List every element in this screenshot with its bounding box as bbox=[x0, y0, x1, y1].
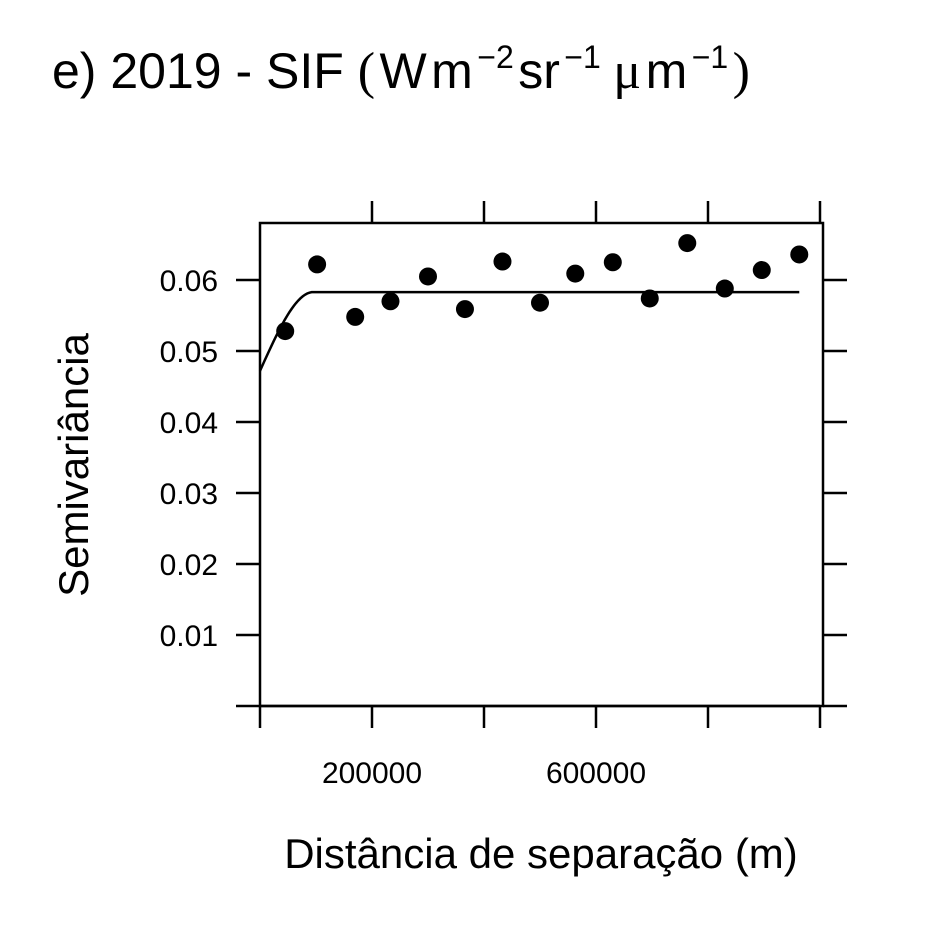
data-point bbox=[603, 253, 622, 272]
y-tick-label: 0.03 bbox=[160, 478, 218, 511]
title-exp-sr: −1 bbox=[564, 39, 600, 75]
data-point bbox=[346, 307, 365, 326]
title-unit-m2: m bbox=[646, 43, 688, 99]
x-tick-label: 600000 bbox=[546, 757, 646, 790]
x-tick-label: 200000 bbox=[322, 757, 422, 790]
data-point bbox=[308, 255, 327, 274]
y-tick-label: 0.05 bbox=[160, 336, 218, 369]
title-open-paren: ( bbox=[358, 43, 375, 100]
data-point bbox=[276, 322, 295, 341]
data-point bbox=[790, 245, 809, 264]
x-axis: 200000 600000 bbox=[258, 704, 822, 790]
x-axis-title: Distância de separação (m) bbox=[284, 830, 798, 877]
top-tick-marks bbox=[370, 201, 822, 223]
data-point bbox=[493, 252, 512, 271]
data-point bbox=[752, 261, 771, 280]
title-unit-mu: μ bbox=[613, 43, 641, 100]
y-axis-title: Semivariância bbox=[50, 332, 97, 596]
y-tick-label: 0.06 bbox=[160, 265, 218, 298]
title-unit-m: m bbox=[431, 43, 473, 99]
data-point bbox=[715, 279, 734, 298]
title-unit-sr: sr bbox=[518, 43, 560, 99]
y-tick-label: 0.04 bbox=[160, 407, 218, 440]
title-prefix: e) 2019 - SIF bbox=[52, 43, 358, 99]
y-axis: 0.01 0.02 0.03 0.04 0.05 0.06 bbox=[160, 265, 260, 708]
y-tick-label: 0.02 bbox=[160, 549, 218, 582]
title-close-paren: ) bbox=[733, 43, 750, 100]
data-point bbox=[531, 293, 549, 312]
fitted-model-line bbox=[258, 290, 800, 372]
data-point bbox=[455, 300, 474, 319]
data-point bbox=[678, 234, 697, 253]
title-unit-w: W bbox=[379, 43, 427, 99]
title-exp-m2: −1 bbox=[692, 39, 728, 75]
data-point bbox=[566, 264, 585, 283]
data-point bbox=[381, 292, 400, 311]
data-point bbox=[419, 267, 437, 286]
chart-title: e) 2019 - SIF ( W m −2 sr −1 μ m −1 ) bbox=[52, 39, 750, 100]
right-tick-marks bbox=[823, 278, 847, 708]
data-point bbox=[640, 289, 659, 308]
y-tick-label: 0.01 bbox=[160, 620, 218, 653]
title-exp-m: −2 bbox=[477, 39, 513, 75]
empirical-semivariance-points bbox=[276, 234, 809, 341]
